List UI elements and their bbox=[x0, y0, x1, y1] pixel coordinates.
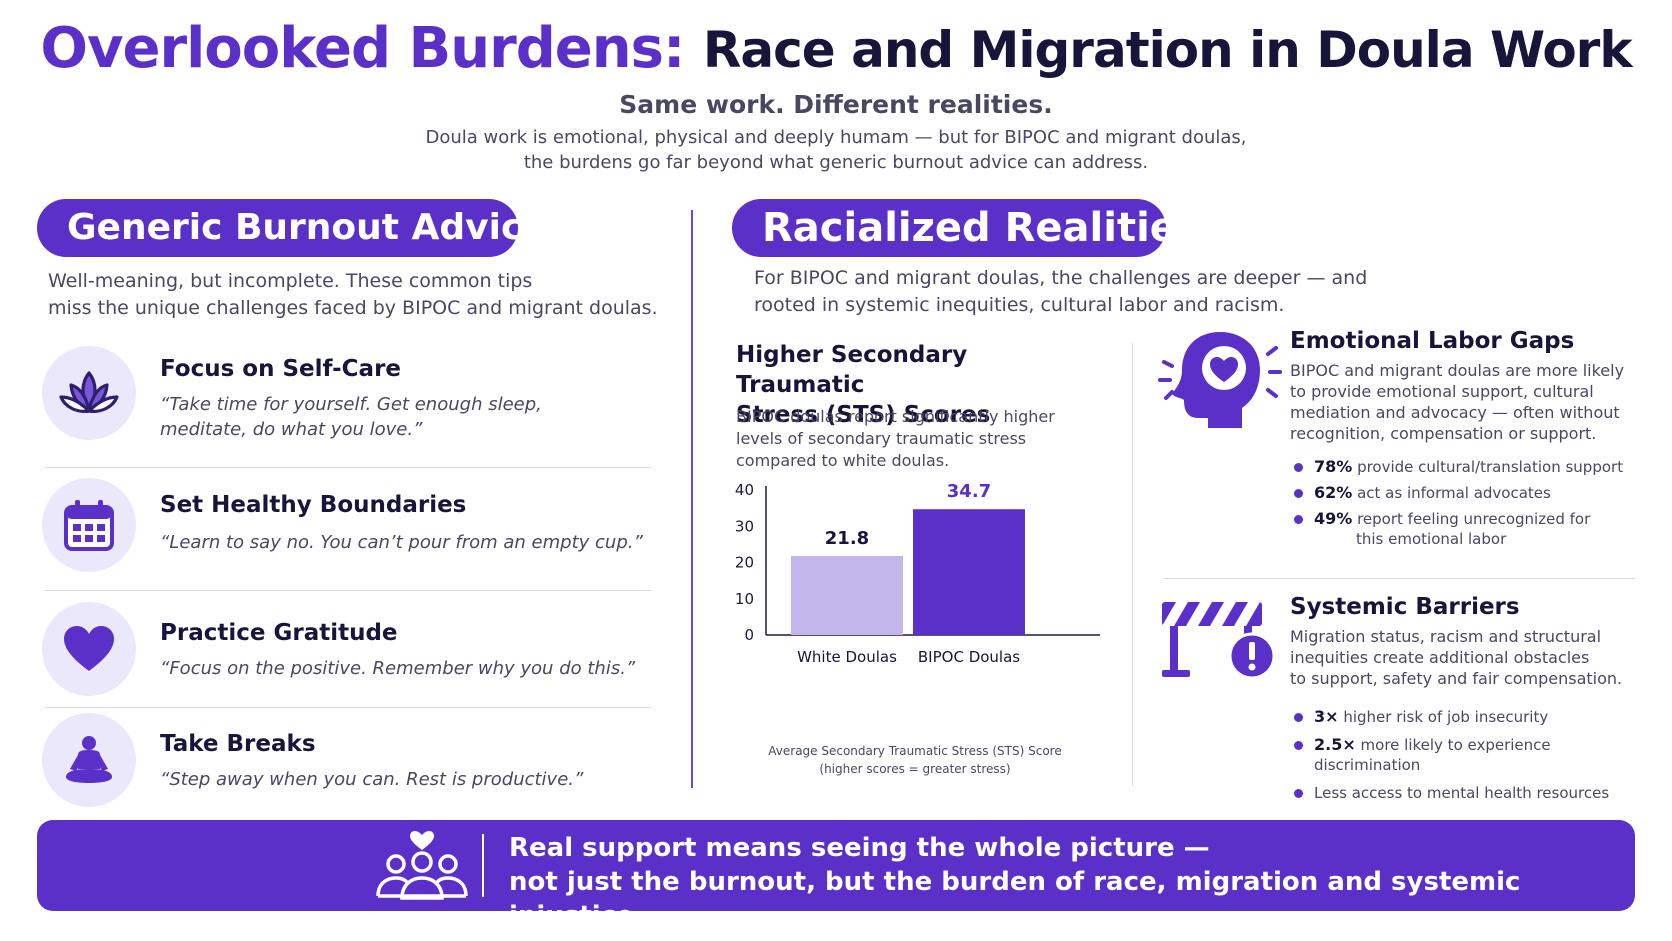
chart-note: Average Secondary Traumatic Stress (STS)… bbox=[768, 744, 1062, 776]
stat-item: 49% report feeling unrecognized for this … bbox=[1290, 509, 1640, 549]
x-tick-label: BIPOC Doulas bbox=[918, 648, 1020, 666]
systemic-barriers-title: Systemic Barriers bbox=[1290, 594, 1520, 620]
divider bbox=[45, 707, 651, 708]
community-heart-icon bbox=[376, 831, 468, 900]
divider bbox=[45, 467, 651, 468]
heart-icon bbox=[42, 602, 136, 696]
data-label: 21.8 bbox=[825, 528, 869, 549]
stat-item: 2.5× more likely to experience discrimin… bbox=[1290, 735, 1640, 775]
y-tick-label: 40 bbox=[735, 481, 754, 499]
tip-title: Practice Gratitude bbox=[160, 620, 398, 646]
racialized-realities-description: For BIPOC and migrant doulas, the challe… bbox=[754, 267, 1368, 316]
stat-item: 62% act as informal advocates bbox=[1290, 483, 1640, 503]
stat-item: 78% provide cultural/translation support bbox=[1290, 457, 1640, 477]
racialized-realities-heading: Racialized Realities bbox=[732, 199, 1201, 257]
bar bbox=[791, 555, 903, 635]
title-highlight: Overlooked Burdens: bbox=[40, 16, 685, 81]
title-main: Race and Migration in Doula Work bbox=[702, 21, 1633, 79]
stat-item: 3× higher risk of job insecurity bbox=[1290, 707, 1640, 727]
y-tick-label: 10 bbox=[735, 590, 754, 608]
panel-divider bbox=[1163, 578, 1635, 579]
meditation-icon bbox=[42, 713, 136, 807]
stat-item: Less access to mental health resources bbox=[1290, 783, 1640, 803]
intro-text: Doula work is emotional, physical and de… bbox=[425, 127, 1247, 173]
x-tick-label: White Doulas bbox=[797, 648, 897, 666]
head-heart-icon bbox=[1158, 332, 1282, 428]
bar bbox=[913, 509, 1025, 635]
section-divider bbox=[691, 210, 693, 788]
y-tick-label: 30 bbox=[735, 517, 754, 535]
data-label: 34.7 bbox=[947, 481, 991, 502]
systemic-barriers-stats: 3× higher risk of job insecurity 2.5× mo… bbox=[1290, 707, 1640, 803]
barrier-warning-icon bbox=[1162, 602, 1276, 680]
emotional-labor-stats: 78% provide cultural/translation support… bbox=[1290, 457, 1640, 549]
emotional-labor-description: BIPOC and migrant doulas are more likely… bbox=[1290, 361, 1625, 443]
tip-title: Set Healthy Boundaries bbox=[160, 492, 467, 518]
lotus-icon bbox=[42, 346, 136, 440]
divider bbox=[45, 590, 651, 591]
tip-quote: “Step away when you can. Rest is product… bbox=[160, 769, 584, 790]
tip-quote: “Learn to say no. You can’t pour from an… bbox=[160, 532, 643, 553]
page-title: Overlooked Burdens: Race and Migration i… bbox=[0, 16, 1672, 81]
y-tick-label: 0 bbox=[744, 626, 754, 644]
chart-title: Higher Secondary Traumatic Stress (STS) … bbox=[736, 342, 991, 428]
generic-advice-description: Well-meaning, but incomplete. These comm… bbox=[48, 270, 658, 319]
systemic-barriers-description: Migration status, racism and structural … bbox=[1290, 627, 1623, 688]
sts-bar-chart: 0 10 20 30 40 21.8 White Doulas 34.7 BIPOC Doula… bbox=[735, 481, 1100, 666]
generic-advice-heading: Generic Burnout Advice bbox=[37, 199, 547, 257]
emotional-labor-title: Emotional Labor Gaps bbox=[1290, 328, 1575, 354]
calendar-icon bbox=[42, 478, 136, 572]
chart-description: BIPOC doulas report significantly higher… bbox=[736, 407, 1055, 470]
y-tick-label: 20 bbox=[735, 554, 754, 572]
tip-quote: “Focus on the positive. Remember why you… bbox=[160, 658, 636, 679]
tip-quote: “Take time for yourself. Get enough slee… bbox=[160, 394, 542, 440]
page-subtitle: Same work. Different realities. bbox=[619, 90, 1053, 119]
footer-separator bbox=[482, 834, 484, 897]
footer-message: Real support means seeing the whole pict… bbox=[509, 833, 1521, 931]
footer-banner: Real support means seeing the whole pict… bbox=[37, 820, 1635, 931]
panel-divider bbox=[1132, 343, 1133, 786]
tip-title: Focus on Self-Care bbox=[160, 356, 402, 382]
tip-title: Take Breaks bbox=[160, 731, 316, 757]
